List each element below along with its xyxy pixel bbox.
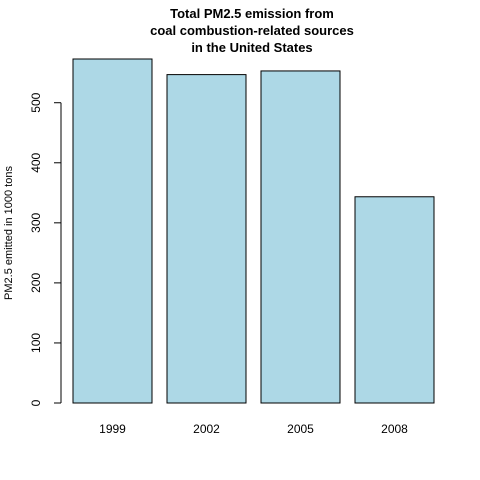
- x-tick-label: 2002: [193, 422, 220, 436]
- chart-title-line-3: in the United States: [191, 40, 312, 55]
- bar-1999: [72, 58, 153, 404]
- bar-2008: [354, 196, 435, 404]
- y-tick-label: 500: [29, 92, 43, 112]
- y-tick-label: 300: [29, 213, 43, 233]
- y-tick-label: 100: [29, 333, 43, 353]
- bar-2002: [166, 74, 247, 404]
- y-axis: 0 100 200 300 400 500: [29, 92, 62, 406]
- x-tick-label: 2008: [381, 422, 408, 436]
- chart-title-line-2: coal combustion-related sources: [150, 23, 354, 38]
- x-axis-tick-labels: 1999 2002 2005 2008: [99, 422, 408, 436]
- x-tick-label: 2005: [287, 422, 314, 436]
- chart-title: Total PM2.5 emission from coal combustio…: [150, 6, 354, 55]
- y-tick-label: 200: [29, 273, 43, 293]
- y-tick-label: 0: [29, 399, 43, 406]
- bar-2005: [260, 70, 341, 404]
- y-tick-label: 400: [29, 152, 43, 172]
- chart-title-line-1: Total PM2.5 emission from: [170, 6, 334, 21]
- x-tick-label: 1999: [99, 422, 126, 436]
- y-axis-label: PM2.5 emitted in 1000 tons: [3, 166, 15, 300]
- bar-series: [72, 58, 435, 404]
